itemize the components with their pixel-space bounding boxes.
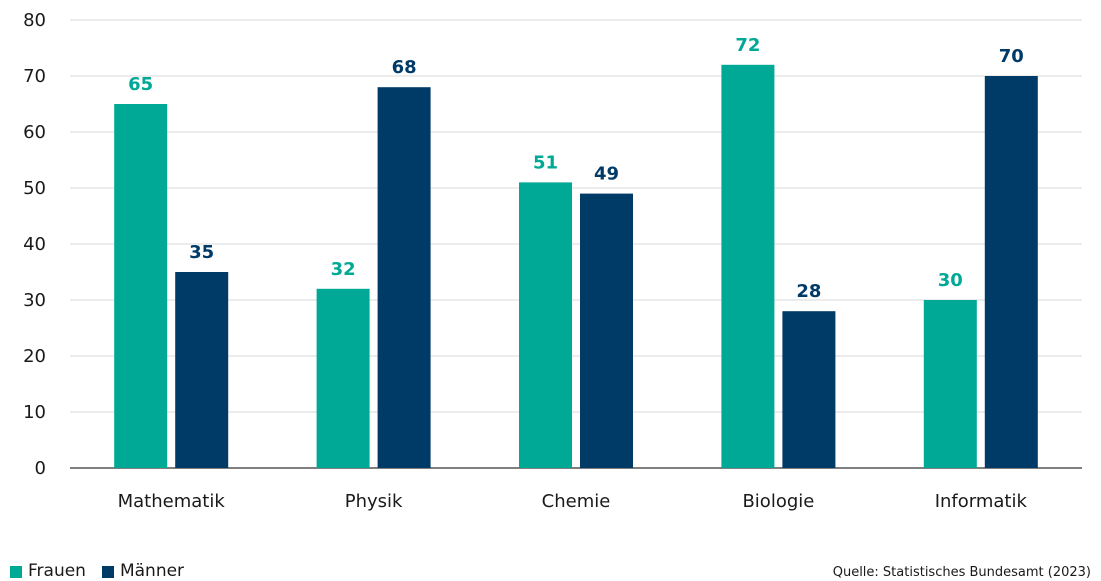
data-label: 70 <box>999 46 1024 67</box>
bar-frauen-physik <box>316 288 370 468</box>
y-tick-label: 20 <box>23 346 46 367</box>
legend-label-frauen: Frauen <box>28 561 86 581</box>
y-tick-label: 80 <box>23 10 46 31</box>
legend-swatch-frauen <box>10 565 22 578</box>
data-label: 68 <box>392 57 417 78</box>
source-note: Quelle: Statistisches Bundesamt (2023) <box>832 565 1091 580</box>
y-tick-label: 70 <box>23 66 46 87</box>
legend-swatch-maenner <box>101 565 114 578</box>
x-category-label: Physik <box>345 491 403 512</box>
data-labels: 65 35 32 68 51 49 72 28 30 70 <box>128 35 1024 302</box>
data-label: 72 <box>735 35 760 56</box>
data-label: 51 <box>533 152 558 173</box>
bar-maenner-informatik <box>984 76 1038 468</box>
legend: Frauen Männer <box>10 562 200 581</box>
bar-frauen-biologie <box>721 64 775 469</box>
bar-maenner-biologie <box>782 311 836 468</box>
y-tick-label: 50 <box>23 178 46 199</box>
bar-maenner-chemie <box>580 193 633 468</box>
data-label: 65 <box>128 74 153 95</box>
y-tick-label: 30 <box>23 290 46 311</box>
y-tick-label: 40 <box>23 234 46 255</box>
y-axis-ticks: 0 10 20 30 40 50 60 70 80 <box>23 10 46 479</box>
bar-maenner-physik <box>377 87 431 468</box>
legend-item-frauen: Frauen <box>10 562 86 581</box>
bars <box>114 64 1038 469</box>
x-category-label: Chemie <box>542 491 611 512</box>
legend-item-maenner: Männer <box>101 561 185 581</box>
bar-maenner-mathematik <box>175 272 229 468</box>
bar-frauen-informatik <box>923 300 977 468</box>
x-axis-categories: Mathematik Physik Chemie Biologie Informatik <box>118 491 1028 512</box>
legend-label-maenner: Männer <box>119 561 185 581</box>
data-label: 32 <box>331 259 356 280</box>
data-label: 49 <box>594 164 619 185</box>
y-tick-label: 10 <box>23 402 46 423</box>
bar-frauen-chemie <box>519 182 572 468</box>
data-label: 35 <box>189 242 214 263</box>
y-tick-label: 0 <box>35 458 46 479</box>
x-category-label: Informatik <box>935 491 1028 512</box>
gridlines <box>70 19 1082 469</box>
x-category-label: Mathematik <box>118 491 226 512</box>
data-label: 28 <box>796 281 821 302</box>
data-label: 30 <box>938 270 963 291</box>
y-tick-label: 60 <box>23 122 46 143</box>
x-category-label: Biologie <box>742 491 814 512</box>
bar-frauen-mathematik <box>114 104 168 468</box>
